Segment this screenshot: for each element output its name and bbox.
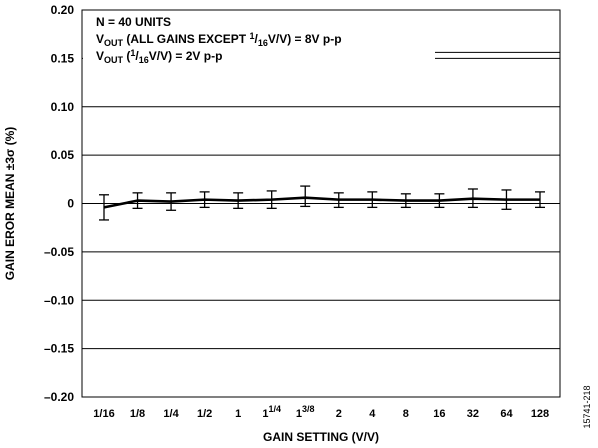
annotation: VOUT (1/16V/V) = 2V p-p <box>96 48 222 65</box>
y-tick-label: 0.10 <box>51 100 75 114</box>
x-tick-label: 1/2 <box>197 408 212 420</box>
condition-notes: N = 40 UNITS VOUT (ALL GAINS EXCEPT 1/16V… <box>83 11 560 75</box>
x-tick-label: 128 <box>531 408 549 420</box>
x-tick-label: 1/8 <box>130 408 145 420</box>
y-tick-label: 0 <box>67 197 74 211</box>
grid-lines <box>82 57 560 350</box>
y-tick-labels: 0.20 0.15 0.10 0.05 0 –0.05 –0.10 –0.15 –0.20 <box>44 3 74 404</box>
x-tick-label: 13/8 <box>296 404 315 420</box>
x-tick-labels: 1/16 1/8 1/4 1/2 1 11/4 13/8 2 4 8 16 32 64 128 <box>93 404 549 420</box>
figure-id: 15741-218 <box>582 385 592 428</box>
plot-frame <box>81 9 561 398</box>
notes-backdrop <box>83 11 435 75</box>
x-tick-label: 1/4 <box>163 408 179 420</box>
mean-line <box>103 196 540 209</box>
x-tick-label: 2 <box>336 408 342 420</box>
y-tick-label: 0.15 <box>51 51 75 65</box>
y-tick-label: 0.20 <box>51 3 75 17</box>
x-tick-label: 32 <box>467 408 479 420</box>
x-axis-title: GAIN SETTING (V/V) <box>263 430 379 444</box>
x-tick-label: 64 <box>500 408 513 420</box>
y-axis-title: GAIN EROR MEAN ±3σ (%) <box>3 127 17 280</box>
y-tick-label: –0.05 <box>44 245 74 259</box>
y-tick-label: 0.05 <box>51 148 75 162</box>
x-tick-label: 11/4 <box>262 404 281 420</box>
y-tick-label: –0.15 <box>44 342 74 356</box>
x-tick-label: 1 <box>235 408 241 420</box>
mean-series <box>103 196 540 209</box>
annotation: N = 40 UNITS <box>96 15 171 29</box>
annotation: VOUT (ALL GAINS EXCEPT 1/16V/V) = 8V p-p <box>96 31 342 48</box>
y-tick-label: –0.20 <box>44 390 74 404</box>
x-tick-label: 4 <box>369 408 376 420</box>
y-tick-label: –0.10 <box>44 293 74 307</box>
x-tick-label: 8 <box>403 408 409 420</box>
x-tick-label: 16 <box>433 408 445 420</box>
x-tick-label: 1/16 <box>93 408 114 420</box>
